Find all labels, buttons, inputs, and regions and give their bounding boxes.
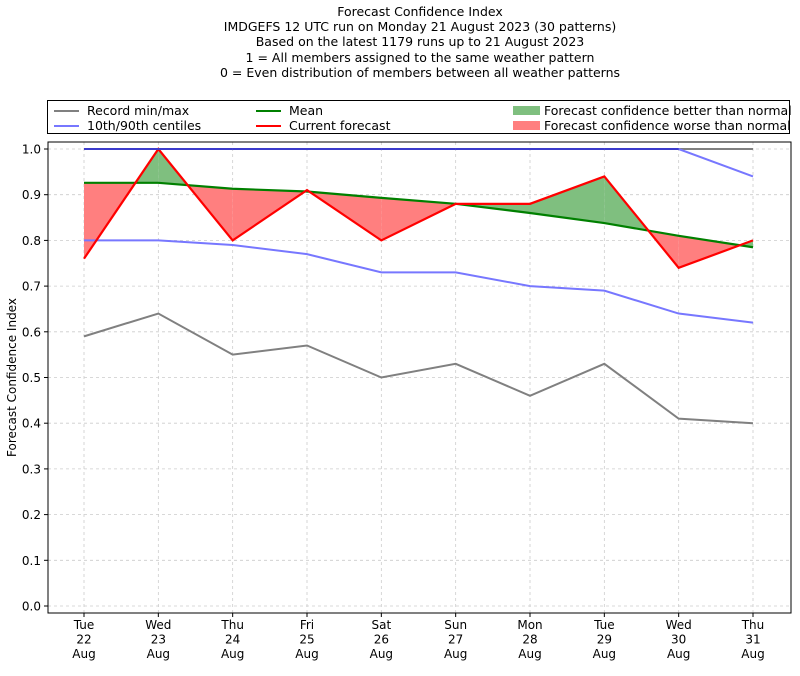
chart-subtitle-one: 1 = All members assigned to the same wea… (245, 49, 595, 65)
chart-subtitle-based: Based on the latest 1179 runs up to 21 A… (255, 34, 585, 50)
fill-worse-than-normal (381, 197, 456, 241)
x-tick-label-day: 31 (745, 633, 760, 647)
y-tick-label: 0.2 (22, 508, 41, 522)
series-current-forecast (83, 147, 754, 270)
legend-swatch-record (54, 109, 79, 112)
legend-item-current: Current forecast (256, 118, 390, 133)
legend-item-better: Forecast confidence better than normal (513, 103, 792, 118)
x-tick-label-mon: Aug (370, 647, 393, 661)
series-90th-centile (84, 148, 754, 178)
legend-label-mean: Mean (289, 103, 324, 118)
x-tick-label-dow: Sun (444, 618, 467, 632)
legend-label-better: Forecast confidence better than normal (544, 103, 792, 118)
y-tick-label: 0.7 (22, 280, 41, 294)
y-tick-label: 0.3 (22, 462, 41, 476)
y-tick-label: 0.9 (22, 188, 41, 202)
x-tick-label-mon: Aug (518, 647, 541, 661)
legend-swatch-centiles (54, 124, 79, 127)
legend-item-centiles: 10th/90th centiles (54, 118, 201, 133)
legend-label-worse: Forecast confidence worse than normal (544, 118, 791, 133)
x-tick-label-dow: Mon (517, 618, 542, 632)
x-tick-label-dow: Wed (666, 618, 692, 632)
x-tick-label-mon: Aug (593, 647, 616, 661)
legend-swatch-mean (256, 109, 281, 112)
x-tick-label-dow: Fri (300, 618, 314, 632)
chart-subtitle-run: IMDGEFS 12 UTC run on Monday 21 August 2… (223, 19, 617, 35)
legend-label-current: Current forecast (289, 118, 391, 133)
x-axis: Tue22AugWed23AugThu24AugFri25AugSat26Aug… (72, 613, 765, 661)
chart-title: Forecast Confidence Index (337, 4, 503, 19)
x-tick-label-day: 26 (374, 633, 389, 647)
x-tick-label-day: 29 (597, 633, 612, 647)
series-lines (83, 147, 754, 425)
x-tick-label-day: 27 (448, 633, 463, 647)
chart-subtitle-zero: 0 = Even distribution of members between… (219, 64, 621, 80)
x-tick-label-day: 22 (76, 633, 91, 647)
series-record-min (83, 312, 754, 425)
x-tick-label-day: 24 (225, 633, 240, 647)
legend: Record min/max 10th/90th centiles Mean C… (47, 100, 792, 134)
x-tick-label-day: 30 (671, 633, 686, 647)
x-tick-label-dow: Tue (593, 618, 615, 632)
x-tick-label-dow: Thu (741, 618, 765, 632)
y-tick-label: 0.8 (22, 234, 41, 248)
fill-better-than-normal (530, 176, 605, 224)
legend-item-record: Record min/max (54, 103, 189, 118)
legend-item-mean: Mean (256, 103, 323, 118)
y-tick-label: 0.4 (22, 417, 41, 431)
x-tick-label-mon: Aug (295, 647, 318, 661)
legend-swatch-better (513, 106, 540, 115)
x-tick-label-mon: Aug (221, 647, 244, 661)
legend-label-centiles: 10th/90th centiles (87, 118, 202, 133)
legend-label-record: Record min/max (87, 103, 190, 118)
confidence-fills (84, 149, 753, 268)
y-axis-label: Forecast Confidence Index (5, 298, 19, 457)
legend-swatch-worse (513, 121, 540, 130)
y-axis: 0.0 0.1 0.2 0.3 0.4 0.5 0.6 0.7 0.8 0.9 1.0 (22, 143, 48, 614)
y-tick-label: 0.1 (22, 554, 41, 568)
x-tick-label-dow: Wed (145, 618, 171, 632)
legend-item-worse: Forecast confidence worse than normal (513, 118, 791, 133)
series-mean (84, 181, 754, 249)
series-10th-centile (84, 239, 754, 324)
x-tick-label-mon: Aug (741, 647, 764, 661)
y-tick-label: 0.0 (22, 600, 41, 614)
x-tick-label-dow: Tue (73, 618, 95, 632)
x-tick-label-mon: Aug (444, 647, 467, 661)
legend-swatch-current (256, 124, 281, 127)
x-tick-label-day: 28 (522, 633, 537, 647)
y-tick-label: 0.5 (22, 371, 41, 385)
x-tick-label-mon: Aug (147, 647, 170, 661)
y-tick-label: 0.6 (22, 325, 41, 339)
x-tick-label-mon: Aug (72, 647, 95, 661)
x-tick-label-day: 23 (151, 633, 166, 647)
chart-title-block: Forecast Confidence Index IMDGEFS 12 UTC… (0, 4, 800, 80)
x-tick-label-day: 25 (299, 633, 314, 647)
y-tick-label: 1.0 (22, 143, 41, 157)
x-tick-label-dow: Sat (371, 618, 391, 632)
x-tick-label-mon: Aug (667, 647, 690, 661)
x-tick-label-dow: Thu (220, 618, 244, 632)
